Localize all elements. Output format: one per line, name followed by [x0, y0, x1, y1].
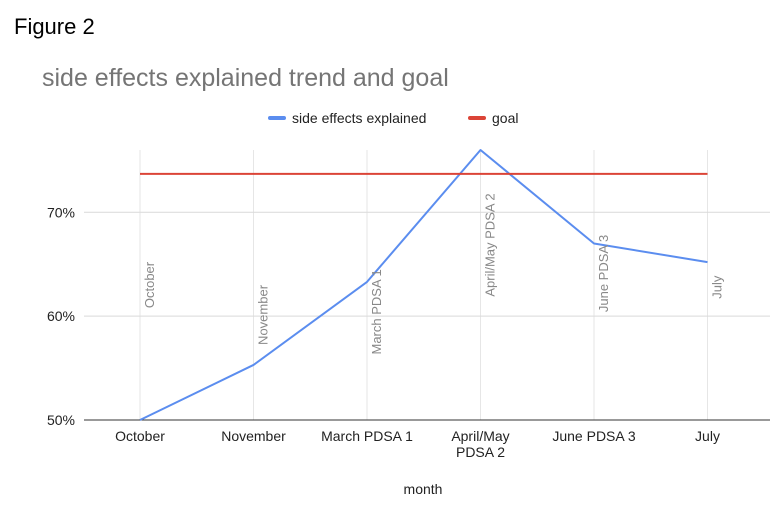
point-annotation: June PDSA 3: [596, 235, 611, 312]
point-annotation: October: [142, 261, 157, 308]
x-tick-label: June PDSA 3: [552, 428, 635, 444]
figure-label: Figure 2: [14, 14, 95, 39]
point-annotation: November: [256, 284, 271, 345]
y-tick-label: 50%: [47, 412, 75, 428]
x-tick-label: March PDSA 1: [321, 428, 413, 444]
y-tick-label: 60%: [47, 308, 75, 324]
x-tick-label: July: [695, 428, 720, 444]
series-line: [139, 149, 708, 421]
x-axis-title: month: [404, 481, 443, 497]
y-tick-label: 70%: [47, 204, 75, 220]
chart-title: side effects explained trend and goal: [42, 64, 449, 92]
grid: [84, 150, 770, 421]
point-annotations: October November March PDSA 1 April/May PDS…: [142, 193, 725, 354]
axes: 50% 60% 70% October November March PDSA 1 Apri…: [47, 204, 720, 497]
point-annotation: July: [710, 275, 725, 299]
legend-label: side effects explained: [292, 110, 426, 126]
point-annotation: April/May PDSA 2: [483, 193, 498, 296]
point-annotation: March PDSA 1: [369, 269, 384, 354]
legend-label: goal: [492, 110, 518, 126]
x-tick-label: November: [221, 428, 286, 444]
x-tick-label: October: [115, 428, 165, 444]
x-tick-label: April/May PDSA 2: [451, 428, 509, 460]
legend: side effects explained goal: [268, 110, 518, 126]
series-layer: [139, 149, 708, 421]
